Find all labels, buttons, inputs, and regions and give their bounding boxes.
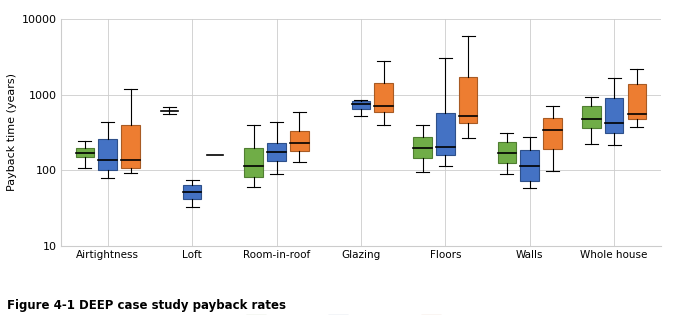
Bar	[628, 84, 646, 119]
Bar	[183, 185, 202, 198]
Bar	[543, 118, 562, 149]
Bar	[290, 131, 308, 151]
Bar	[436, 113, 455, 155]
Bar	[582, 106, 601, 128]
Bar	[605, 98, 623, 134]
Bar	[413, 137, 432, 158]
Bar	[267, 143, 286, 162]
Bar	[244, 148, 263, 177]
Bar	[498, 142, 516, 163]
Bar	[99, 139, 117, 170]
Bar	[76, 148, 94, 157]
Bar	[520, 151, 539, 181]
Bar	[375, 83, 393, 112]
Text: Figure 4-1 DEEP case study payback rates: Figure 4-1 DEEP case study payback rates	[7, 299, 286, 312]
Y-axis label: Payback time (years): Payback time (years)	[7, 73, 16, 191]
Bar	[459, 77, 477, 123]
Bar	[351, 101, 370, 109]
Bar	[121, 125, 140, 168]
